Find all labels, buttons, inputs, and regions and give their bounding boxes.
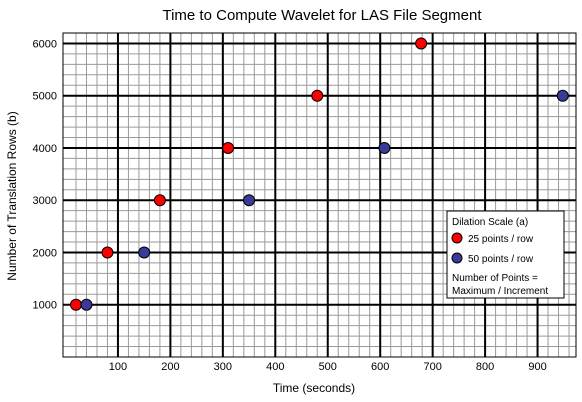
point-50-per-row <box>138 246 151 259</box>
legend-label-25: 25 points / row <box>468 234 534 245</box>
legend: Dilation Scale (a) 25 points / row 50 po… <box>446 210 565 299</box>
point-25-per-row <box>415 37 428 50</box>
legend-marker-25 <box>451 232 463 244</box>
y-tick-label: 6000 <box>33 38 57 50</box>
x-tick-label: 900 <box>528 361 546 373</box>
point-25-per-row <box>311 89 324 102</box>
tick-labels: 100 200 300 400 500 600 700 800 900 1000 2000 3000 4… <box>33 38 547 373</box>
point-25-per-row <box>153 194 166 207</box>
point-50-per-row <box>243 194 256 207</box>
point-25-per-row <box>222 141 235 154</box>
plot-frame <box>62 32 577 358</box>
point-50-per-row <box>378 141 391 154</box>
x-tick-label: 200 <box>161 361 179 373</box>
point-50-per-row <box>80 298 93 311</box>
legend-box <box>446 210 565 299</box>
legend-note-line2: Maximum / Increment <box>452 286 548 297</box>
y-tick-label: 3000 <box>33 195 57 207</box>
y-axis-label: Number of Translation Rows (b) <box>5 111 19 280</box>
x-tick-label: 100 <box>109 361 127 373</box>
legend-label-50: 50 points / row <box>468 254 534 265</box>
x-tick-label: 300 <box>214 361 232 373</box>
legend-title: Dilation Scale (a) <box>452 217 528 228</box>
data-points <box>69 37 569 311</box>
x-tick-label: 500 <box>319 361 337 373</box>
y-tick-label: 1000 <box>33 300 57 312</box>
chart-title: Time to Compute Wavelet for LAS File Seg… <box>162 7 482 24</box>
x-tick-label: 700 <box>423 361 441 373</box>
x-axis-label: Time (seconds) <box>273 381 355 395</box>
y-tick-label: 2000 <box>33 247 57 259</box>
x-tick-label: 800 <box>476 361 494 373</box>
y-tick-label: 4000 <box>33 143 57 155</box>
point-50-per-row <box>556 89 569 102</box>
point-25-per-row <box>69 298 82 311</box>
x-tick-label: 600 <box>371 361 389 373</box>
legend-marker-50 <box>451 252 463 264</box>
plot-grid <box>62 32 577 358</box>
y-tick-label: 5000 <box>33 91 57 103</box>
x-tick-label: 400 <box>266 361 284 373</box>
point-25-per-row <box>101 246 114 259</box>
legend-note-line1: Number of Points = <box>452 273 538 284</box>
